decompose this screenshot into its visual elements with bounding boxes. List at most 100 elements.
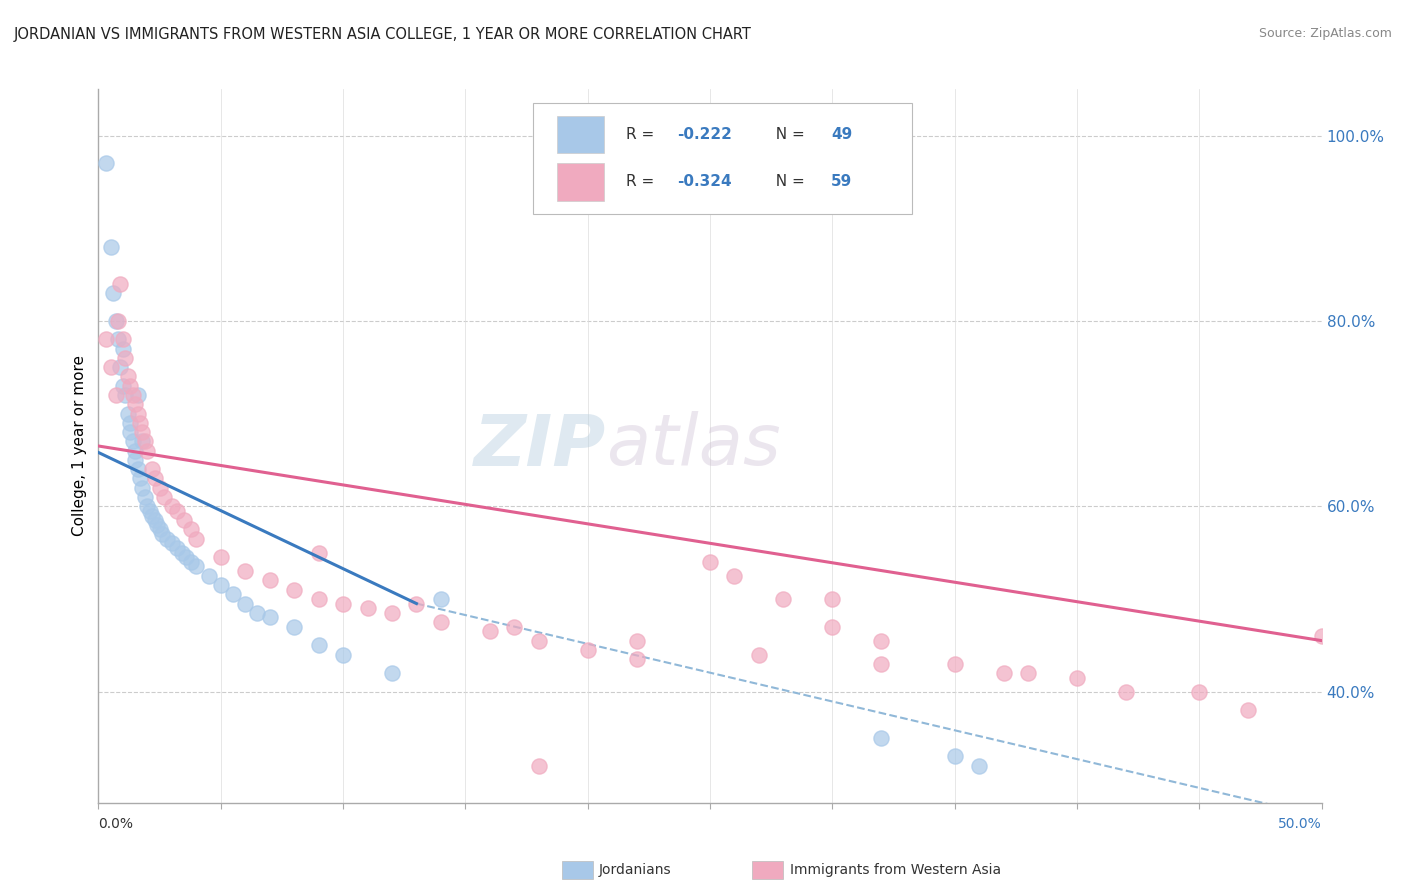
Point [134,490,156,504]
Point [114,351,136,365]
Point [699,555,721,569]
Point [821,620,844,634]
Point [197,568,219,582]
Point [149,523,172,537]
Point [870,633,893,648]
Point [576,643,599,657]
Point [308,638,330,652]
Point [150,527,173,541]
Point [131,434,153,449]
Point [134,434,156,449]
Point [186,559,208,574]
FancyBboxPatch shape [533,103,912,214]
Point [120,425,142,439]
Point [748,648,770,662]
Point [1115,684,1137,698]
Text: JORDANIAN VS IMMIGRANTS FROM WESTERN ASIA COLLEGE, 1 YEAR OR MORE CORRELATION CH: JORDANIAN VS IMMIGRANTS FROM WESTERN ASI… [14,27,752,42]
Point [124,397,146,411]
Point [94,156,117,170]
Text: 50.0%: 50.0% [1278,817,1322,830]
Point [111,342,134,356]
Point [381,666,404,681]
Point [870,657,893,671]
Point [259,574,281,588]
Point [104,314,127,328]
Point [136,500,159,514]
Point [143,513,166,527]
Text: Immigrants from Western Asia: Immigrants from Western Asia [790,863,1001,877]
Point [141,462,163,476]
Point [180,523,202,537]
Text: atlas: atlas [606,411,780,481]
Text: N =: N = [766,127,810,142]
Point [107,314,129,328]
Point [104,388,127,402]
Point [180,555,202,569]
Point [107,333,129,347]
Point [308,545,330,559]
Point [166,504,188,518]
Point [117,407,139,421]
Point [100,360,122,375]
Point [356,601,378,615]
Point [626,633,648,648]
Point [259,610,281,624]
Point [100,240,122,254]
Text: Source: ZipAtlas.com: Source: ZipAtlas.com [1258,27,1392,40]
Point [332,648,354,662]
Point [1237,703,1260,717]
Point [478,624,501,639]
Point [124,453,146,467]
FancyBboxPatch shape [557,116,603,153]
Point [527,758,550,772]
Text: R =: R = [626,127,659,142]
Point [94,333,117,347]
Point [821,591,844,606]
Point [143,471,166,485]
Point [127,462,149,476]
Point [332,597,354,611]
Point [129,471,152,485]
Point [246,606,269,620]
Point [121,434,143,449]
Point [233,564,256,578]
Point [772,591,794,606]
Point [160,500,183,514]
Point [136,443,159,458]
Point [405,597,427,611]
Point [129,416,152,430]
Point [131,481,153,495]
Point [114,388,136,402]
Point [160,536,183,550]
Text: ZIP: ZIP [474,411,606,481]
Point [111,378,134,392]
Text: 49: 49 [831,127,852,142]
Point [101,286,124,301]
Text: 59: 59 [831,175,852,189]
Point [381,606,404,620]
Point [308,591,330,606]
Point [127,388,149,402]
Point [222,587,245,601]
Point [723,568,745,582]
Point [430,615,453,629]
Point [870,731,893,745]
Point [120,416,142,430]
Point [626,652,648,666]
Point [139,504,162,518]
Y-axis label: College, 1 year or more: College, 1 year or more [72,356,87,536]
Point [124,443,146,458]
Point [141,508,163,523]
FancyBboxPatch shape [557,163,603,201]
Point [233,597,256,611]
Point [131,425,153,439]
Text: -0.324: -0.324 [678,175,731,189]
Point [1066,671,1088,685]
Point [527,633,550,648]
Point [121,388,143,402]
Point [127,407,149,421]
Text: Jordanians: Jordanians [599,863,672,877]
Point [186,532,208,546]
Point [173,513,195,527]
Text: N =: N = [766,175,810,189]
